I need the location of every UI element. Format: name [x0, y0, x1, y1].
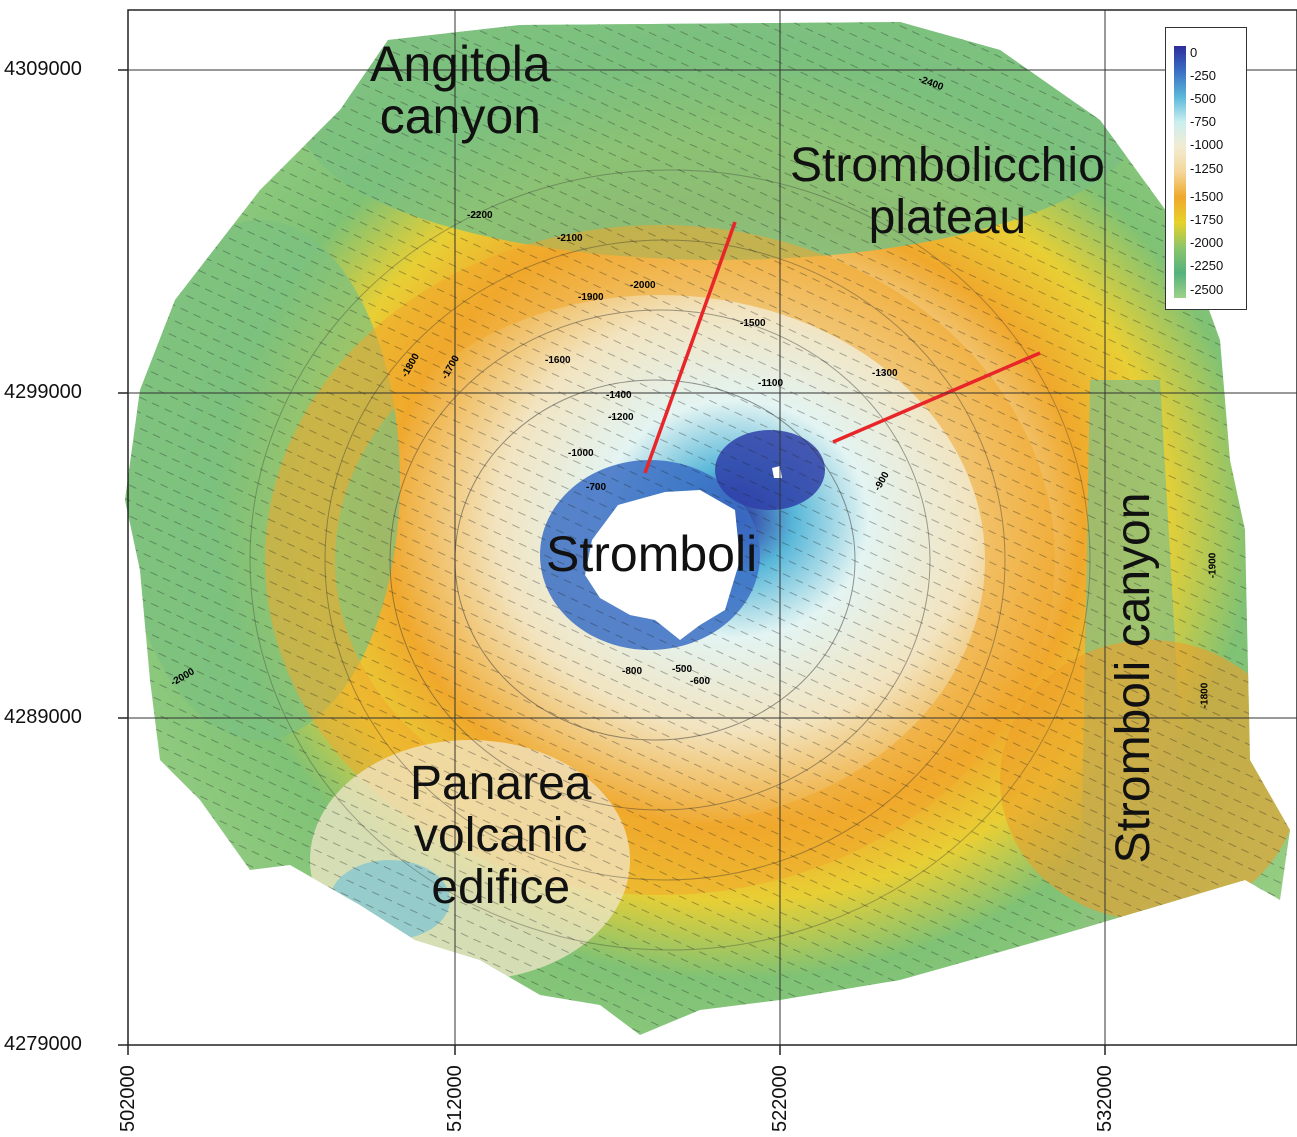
legend-value: -2500	[1190, 282, 1224, 297]
bathymetry-surface	[125, 22, 1290, 1035]
contour-label: -1900	[1207, 552, 1219, 579]
label-stromboli-canyon: Stromboli canyon	[1107, 492, 1160, 864]
label-strombolicchio-plateau: Strombolicchio plateau	[790, 139, 1105, 244]
contour-label: -600	[690, 676, 711, 687]
x-tick-label: 532000	[1094, 1065, 1116, 1132]
legend-value: -2250	[1190, 258, 1224, 273]
contour-label: -1400	[606, 390, 632, 401]
contour-label: -1800	[1199, 682, 1211, 709]
contour-label: -1000	[568, 448, 594, 459]
label-angitola-canyon: Angitola canyon	[370, 36, 551, 144]
contour-label: -2100	[557, 233, 583, 244]
contour-label: -800	[622, 666, 643, 677]
axis-ticks	[118, 69, 1106, 1055]
y-tick-label: 4309000	[4, 58, 82, 80]
stromboli-island	[585, 490, 740, 640]
y-tick-label: 4299000	[4, 381, 82, 403]
legend-value: -1000	[1190, 137, 1224, 152]
legend-value: -2000	[1190, 235, 1224, 250]
contour-label: -1500	[740, 318, 766, 329]
legend-value: -1750	[1190, 212, 1224, 227]
legend-value: -250	[1190, 68, 1217, 83]
legend-color-bar	[1174, 46, 1186, 298]
label-panarea-volcanic-edifice: Panarea volcanic edifice	[410, 757, 592, 914]
legend-value: -1500	[1190, 189, 1224, 204]
profile-line	[832, 351, 1041, 444]
contour-label: -1200	[608, 412, 634, 423]
contour-label: -1300	[872, 368, 898, 379]
contour-label: -700	[586, 482, 607, 493]
legend-value: -500	[1190, 91, 1217, 106]
label-stromboli: Stromboli	[546, 526, 758, 582]
depth-legend: 0 -250 -500 -750 -1000 -1250 -1500 -1750…	[1165, 27, 1247, 310]
contour-label: -1100	[758, 378, 784, 389]
contour-label: -2200	[467, 210, 493, 221]
profile-line	[643, 221, 737, 474]
x-tick-label: 502000	[117, 1065, 139, 1132]
legend-value: -750	[1190, 114, 1217, 129]
legend-value: 0	[1190, 45, 1198, 60]
y-tick-label: 4279000	[4, 1033, 82, 1055]
contour-label: -500	[672, 664, 693, 675]
y-tick-label: 4289000	[4, 706, 82, 728]
grid	[128, 10, 1297, 1045]
contour-label: -2000	[630, 280, 656, 291]
contour-label: -1900	[578, 292, 604, 303]
x-tick-label: 522000	[769, 1065, 791, 1132]
map-frame	[127, 9, 1297, 1046]
x-tick-label: 512000	[444, 1065, 466, 1132]
legend-value: -1250	[1190, 161, 1224, 176]
contour-label: -1600	[545, 355, 571, 366]
